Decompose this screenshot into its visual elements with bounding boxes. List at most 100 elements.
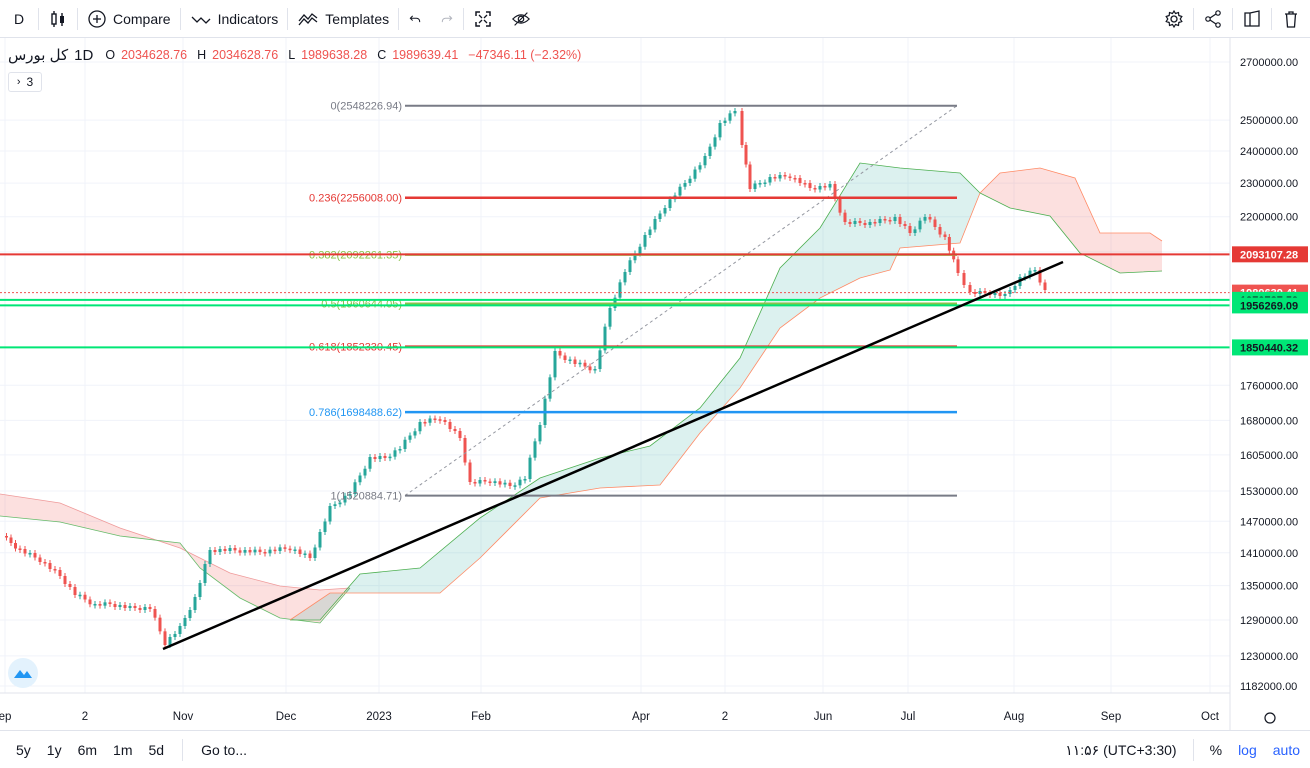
chart-type-button[interactable] xyxy=(39,0,77,38)
candle-body xyxy=(353,482,357,494)
candle-body xyxy=(263,552,267,554)
candle-body xyxy=(748,164,752,189)
candle-body xyxy=(993,293,997,295)
undo-button[interactable] xyxy=(399,0,431,38)
candle-body xyxy=(18,548,22,550)
candle-body xyxy=(858,221,862,223)
time-axis-tick: Dec xyxy=(276,711,297,723)
candle-body xyxy=(433,418,437,420)
fullscreen-button[interactable] xyxy=(464,0,502,38)
candle-body xyxy=(503,482,507,485)
timezone-label[interactable]: ۱۱:۵۶ (UTC+3:30) xyxy=(1065,741,1177,758)
price-label: 1956269.09 xyxy=(1240,300,1298,312)
candle-body xyxy=(573,359,577,364)
compare-button[interactable]: Compare xyxy=(78,0,180,38)
candle-body xyxy=(733,111,737,114)
range-1m[interactable]: 1m xyxy=(113,741,133,758)
candle-body xyxy=(563,355,567,360)
candle-body xyxy=(308,553,312,558)
toolbar-divider xyxy=(398,7,400,30)
price-axis-tick: 1470000.00 xyxy=(1240,516,1298,528)
candle-body xyxy=(998,293,1002,296)
tradingview-logo-icon xyxy=(14,670,32,678)
candle-body xyxy=(258,549,262,552)
tradingview-logo-badge[interactable] xyxy=(8,658,38,688)
symbol-name[interactable]: کل بورس xyxy=(8,47,69,64)
candle-body xyxy=(98,604,102,606)
candle-body xyxy=(768,177,772,183)
chart-pane[interactable]: 0(2548226.94) 0.236(2256008.00) 0.382(2092… xyxy=(0,38,1310,730)
goto-button[interactable]: Go to... xyxy=(201,741,247,758)
popout-button[interactable] xyxy=(1233,0,1271,38)
candle-body xyxy=(123,605,127,608)
candle-body xyxy=(333,504,337,506)
price-axis-tick: 1605000.00 xyxy=(1240,450,1298,462)
candle-body xyxy=(373,457,377,459)
candle-body xyxy=(618,282,622,298)
candle-body xyxy=(478,480,482,484)
candle-body xyxy=(498,481,502,485)
candle-body xyxy=(73,587,77,595)
redo-icon xyxy=(441,15,453,22)
toolbar-divider xyxy=(1193,8,1194,30)
gear-icon xyxy=(1165,9,1183,29)
indicators-toggle[interactable]: › 3 xyxy=(8,72,42,92)
candle-body xyxy=(853,221,857,224)
candle-body xyxy=(273,549,277,552)
symbol-button[interactable]: D xyxy=(0,0,38,38)
range-6m[interactable]: 6m xyxy=(77,741,98,758)
candle-body xyxy=(643,235,647,247)
candle-body xyxy=(178,626,182,634)
templates-button[interactable]: Templates xyxy=(288,0,398,38)
candle-body xyxy=(1043,282,1047,290)
candle-body xyxy=(158,617,162,632)
range-5y[interactable]: 5y xyxy=(16,741,31,758)
toolbar-divider xyxy=(1271,8,1272,30)
settings-button[interactable] xyxy=(1155,0,1193,38)
price-label-bg xyxy=(1232,339,1308,356)
candle-body xyxy=(623,272,627,283)
price-axis-bg xyxy=(1230,38,1310,730)
auto-toggle[interactable]: auto xyxy=(1272,742,1300,758)
axis-settings-gear-icon[interactable] xyxy=(1264,712,1276,724)
candle-body xyxy=(668,199,672,208)
candle-body xyxy=(678,186,682,196)
price-chart[interactable]: 0(2548226.94) 0.236(2256008.00) 0.382(2092… xyxy=(0,38,1310,730)
range-1y[interactable]: 1y xyxy=(46,741,62,758)
candle-body xyxy=(1038,270,1042,283)
candle-body xyxy=(698,165,702,170)
delete-button[interactable] xyxy=(1272,0,1310,38)
share-button[interactable] xyxy=(1194,0,1232,38)
trash-icon xyxy=(1285,11,1297,28)
candle-body xyxy=(213,550,217,552)
candle-body xyxy=(878,219,882,223)
redo-button[interactable] xyxy=(431,0,463,38)
candle-body xyxy=(633,253,637,261)
candle-body xyxy=(583,362,587,367)
bottom-toolbar: 5y 1y 6m 1m 5d Go to... ۱۱:۵۶ (UTC+3:30)… xyxy=(0,730,1310,768)
indicators-button[interactable]: Indicators xyxy=(181,0,288,38)
kumo-bearish-right-edge-a xyxy=(979,167,1163,242)
candle-body xyxy=(898,217,902,224)
log-toggle[interactable]: log xyxy=(1238,742,1257,758)
candle-body xyxy=(293,549,297,551)
time-axis-tick: Apr xyxy=(632,711,650,723)
candle-body xyxy=(888,220,892,222)
support-trendline[interactable] xyxy=(162,260,1064,651)
toolbar-divider xyxy=(1192,739,1194,761)
candle-body xyxy=(153,609,157,618)
candle-body xyxy=(808,183,812,188)
candle-body xyxy=(363,468,367,476)
candle-body xyxy=(253,549,257,553)
range-5d[interactable]: 5d xyxy=(148,741,165,758)
hide-drawings-button[interactable] xyxy=(502,0,540,38)
candle-body xyxy=(947,237,951,251)
candle-body xyxy=(788,176,792,178)
kumo-bullish-edge-a xyxy=(290,162,981,621)
candle-body xyxy=(943,234,947,237)
candle-body xyxy=(648,229,652,235)
candle-body xyxy=(163,631,167,645)
time-axis-tick: Feb xyxy=(471,711,491,723)
percent-toggle[interactable]: % xyxy=(1209,742,1223,758)
